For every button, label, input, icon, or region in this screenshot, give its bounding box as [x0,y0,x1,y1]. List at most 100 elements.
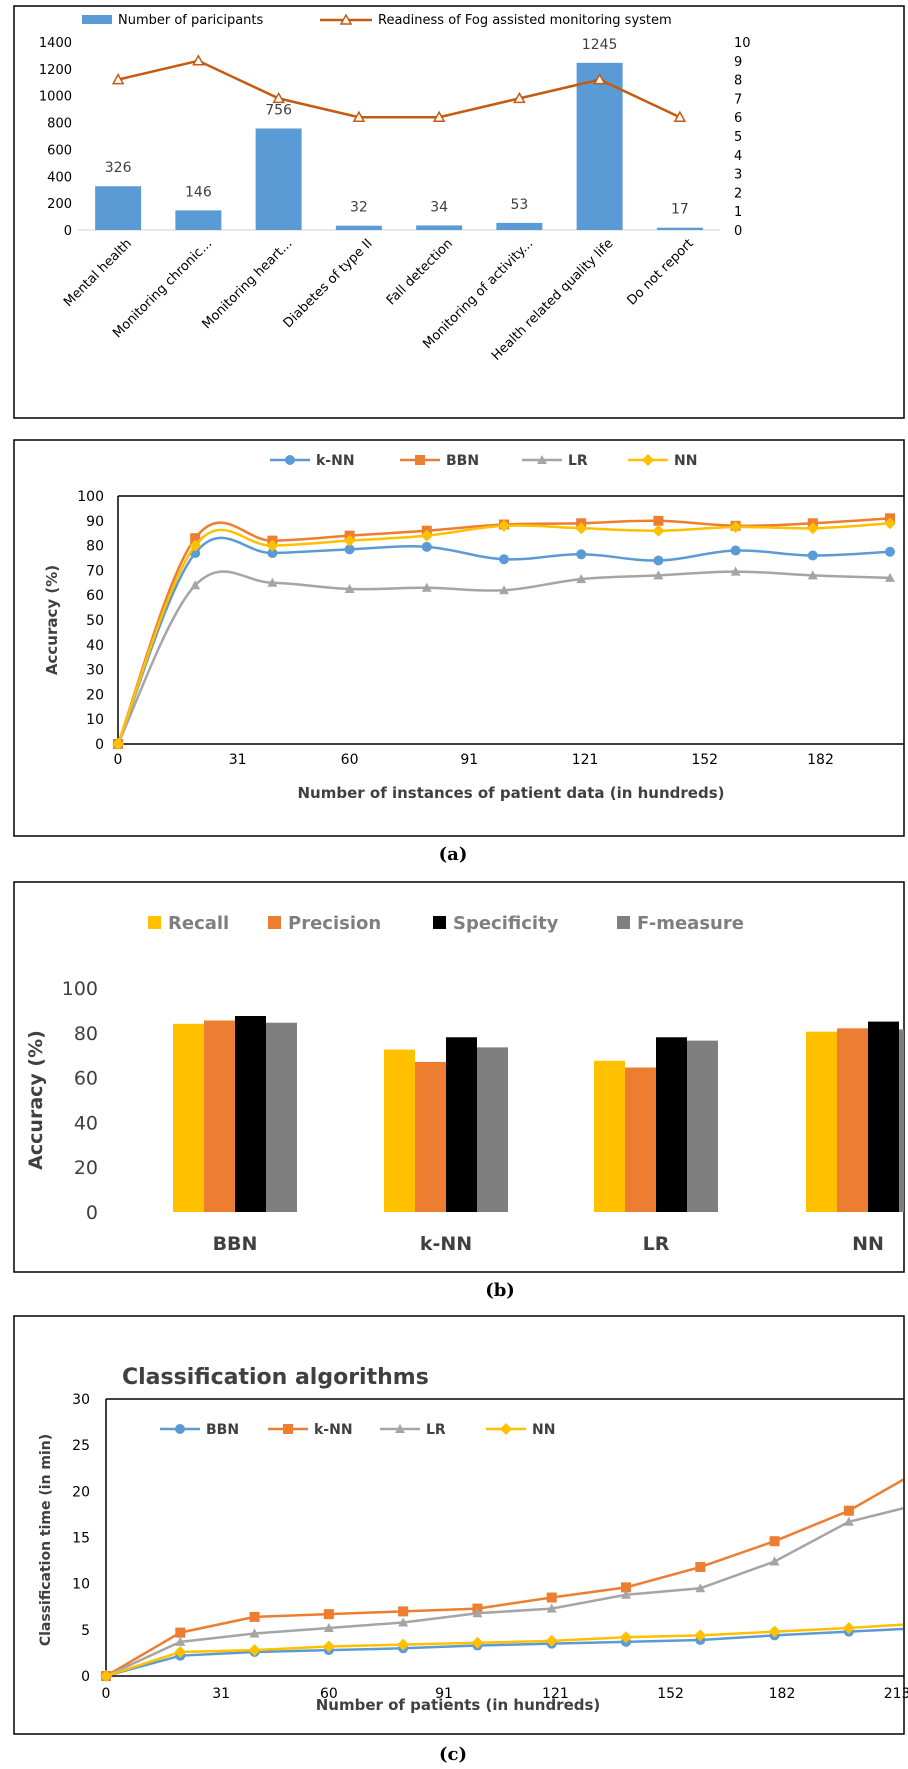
p3-bar-precision [625,1068,656,1212]
p3-bar-recall [173,1024,204,1212]
p1-data-label: 146 [185,184,212,200]
p2-series-k-nn-marker [422,542,432,552]
p1-data-label: 34 [430,199,448,215]
p4-plot-area [100,1433,908,1682]
p4-xtick-label: 152 [657,1686,684,1702]
p3-ytick-label: 0 [86,1202,98,1224]
p1-bar [416,225,462,230]
p1-data-label: 326 [105,160,132,176]
p2-ytick-label: 60 [86,588,104,604]
p1-category-label: Do not report [624,236,696,308]
p4-legend-lr-label: LR [426,1422,446,1438]
p2-series-bbn-marker [653,516,663,526]
p1-y2tick-label: 9 [734,55,742,70]
p2-series-k-nn-marker [731,546,741,556]
p2-ytick-label: 90 [86,514,104,530]
p4-legend-bbn-marker [175,1424,185,1434]
p1-data-label: 17 [671,202,689,218]
p3-bar-f-measure [477,1047,508,1212]
p3-ytick-label: 60 [74,1068,98,1090]
p4-series-k-nn-marker [770,1536,780,1546]
accuracy-a-chart: 01020304050607080901000 31 60 91 121 152 182Nu… [43,453,904,802]
p1-category-label: Fall detection [384,236,456,308]
p3-legend-f-measure-label: F-measure [637,913,744,934]
p1-legend-line-label: Readiness of Fog assisted monitoring sys… [378,13,672,28]
p1-bar [657,228,703,230]
p1-ytick-label: 400 [47,170,72,185]
p3-legend-precision-swatch [268,916,281,929]
p4-series-k-nn-marker [547,1593,557,1603]
p1-ytick-label: 1400 [39,36,72,51]
p2-xtick-label: 121 [572,752,599,768]
p1-category-label: Monitoring heart... [199,236,295,332]
metrics-b-chart: 0 20 40 60 80 100 Accuracy (%) BBN k-NN LR NN Recal… [25,913,904,1255]
p2-series-k-nn-line [118,538,890,744]
p1-data-label: 53 [510,197,528,213]
p3-bar-specificity [235,1016,266,1212]
accuracy-a-panel-frame [14,440,904,836]
p3-bar-specificity [656,1037,687,1212]
p1-category-label: Diabetes of type II [281,236,376,331]
p2-xtick-label: 60 [341,752,359,768]
p3-bar-f-measure [687,1041,718,1212]
p1-y2tick-label: 6 [734,111,742,126]
caption-a: (a) [439,844,468,865]
p2-xtick-label: 182 [807,752,834,768]
caption-b: (b) [485,1280,515,1301]
p2-legend-nn-label: NN [674,453,697,469]
p1-y2tick-label: 1 [734,205,742,220]
p2-ytick-label: 0 [95,737,104,753]
p2-ytick-label: 40 [86,638,104,654]
p4-xtick-label: 31 [212,1686,230,1702]
p1-y2tick-label: 5 [734,130,742,145]
p3-bar-precision [837,1028,868,1212]
p4-ytick-label: 30 [72,1392,90,1408]
p2-legend-bbn-marker [415,455,425,465]
p1-bar [496,223,542,230]
p3-legend-precision-label: Precision [288,913,381,934]
p2-legend-lr-label: LR [568,453,588,469]
p2-legend-k-nn-label: k-NN [316,453,355,469]
p2-series-k-nn-marker [576,549,586,559]
p2-legend-nn-marker [642,454,654,466]
p1-bar [95,186,141,230]
p2-ytick-label: 80 [86,539,104,555]
p3-bar-precision [204,1020,235,1212]
p4-series-k-nn-marker [844,1506,854,1516]
caption-c: (c) [439,1744,467,1765]
p3-bar-specificity [446,1037,477,1212]
p3-legend-specificity-swatch [433,916,446,929]
p4-series-k-nn-marker [324,1609,334,1619]
p4-series-k-nn-marker [398,1606,408,1616]
p1-data-label: 32 [350,200,368,216]
p4-legend-nn-marker [500,1423,512,1435]
p1-data-label: 1245 [582,37,618,53]
p2-xtick-label: 31 [229,752,247,768]
p2-legend-bbn-label: BBN [446,453,479,469]
p3-bar-recall [806,1032,837,1212]
p4-y-axis-title: Classification time (in min) [38,1434,54,1646]
p1-readiness-marker [193,56,203,65]
p4-ytick-label: 10 [72,1577,90,1593]
p1-bar [256,128,302,230]
p4-ytick-label: 15 [72,1531,90,1547]
participants-panel-frame [14,6,904,418]
p3-bar-precision [415,1062,446,1212]
p3-bar-recall [384,1050,415,1212]
p2-ytick-label: 10 [86,712,104,728]
p4-series-lr-line [106,1478,908,1676]
participants-chart: 0200400600800100012001400012345678910326… [39,13,751,364]
p3-y-axis-title: Accuracy (%) [25,1030,47,1170]
p4-legend-k-nn-marker [283,1424,293,1434]
p3-category-label: BBN [213,1233,258,1255]
p2-series-k-nn-marker [653,555,663,565]
p4-chart-title: Classification algorithms [122,1365,429,1390]
p2-ytick-label: 100 [77,489,104,505]
p3-legend-recall-label: Recall [168,913,229,934]
p4-xtick-label: 182 [769,1686,796,1702]
p4-ytick-label: 5 [81,1623,90,1639]
p2-series-nn-marker [652,525,664,537]
p1-ytick-label: 800 [47,117,72,132]
p4-legend-bbn-label: BBN [206,1422,239,1438]
p4-series-k-nn-line [106,1438,908,1676]
